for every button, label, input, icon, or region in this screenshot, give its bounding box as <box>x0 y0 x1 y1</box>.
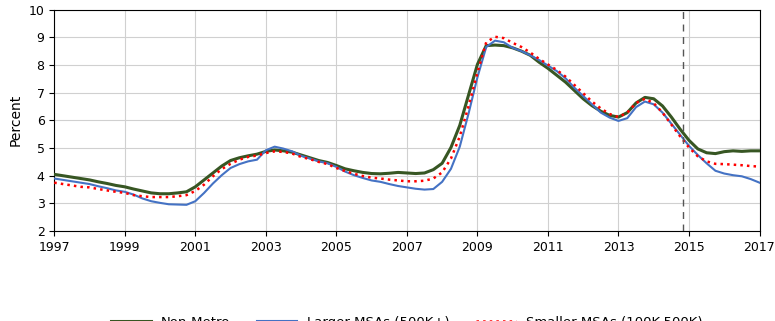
Non-Metro <box>676 127 685 131</box>
Non-Metro <box>702 151 711 155</box>
Larger MSAs (500K+) <box>755 181 764 185</box>
Smaller MSAs (100K-500K) <box>491 35 500 39</box>
Non-Metro <box>640 95 649 99</box>
Line: Larger MSAs (500K+): Larger MSAs (500K+) <box>54 41 759 205</box>
Smaller MSAs (100K-500K) <box>676 134 685 138</box>
Larger MSAs (500K+) <box>508 46 517 50</box>
Line: Non-Metro: Non-Metro <box>54 45 759 194</box>
Y-axis label: Percent: Percent <box>9 94 23 146</box>
Non-Metro <box>446 146 456 150</box>
Smaller MSAs (100K-500K) <box>446 157 456 160</box>
Larger MSAs (500K+) <box>676 133 685 137</box>
Non-Metro <box>755 149 764 153</box>
Non-Metro <box>155 192 164 196</box>
Larger MSAs (500K+) <box>446 167 456 171</box>
Larger MSAs (500K+) <box>640 100 649 103</box>
Smaller MSAs (100K-500K) <box>640 97 649 101</box>
Non-Metro <box>587 104 597 108</box>
Smaller MSAs (100K-500K) <box>508 41 517 45</box>
Non-Metro <box>508 46 517 50</box>
Larger MSAs (500K+) <box>50 177 59 180</box>
Larger MSAs (500K+) <box>491 39 500 43</box>
Larger MSAs (500K+) <box>587 102 597 106</box>
Smaller MSAs (100K-500K) <box>702 160 711 163</box>
Larger MSAs (500K+) <box>182 203 191 207</box>
Smaller MSAs (100K-500K) <box>50 181 59 185</box>
Line: Smaller MSAs (100K-500K): Smaller MSAs (100K-500K) <box>54 37 759 197</box>
Legend: Non-Metro, Larger MSAs (500K+), Smaller MSAs (100K-500K): Non-Metro, Larger MSAs (500K+), Smaller … <box>105 308 709 321</box>
Smaller MSAs (100K-500K) <box>587 100 597 103</box>
Smaller MSAs (100K-500K) <box>755 165 764 169</box>
Non-Metro <box>50 172 59 176</box>
Larger MSAs (500K+) <box>702 161 711 165</box>
Non-Metro <box>491 43 500 47</box>
Smaller MSAs (100K-500K) <box>146 195 156 199</box>
